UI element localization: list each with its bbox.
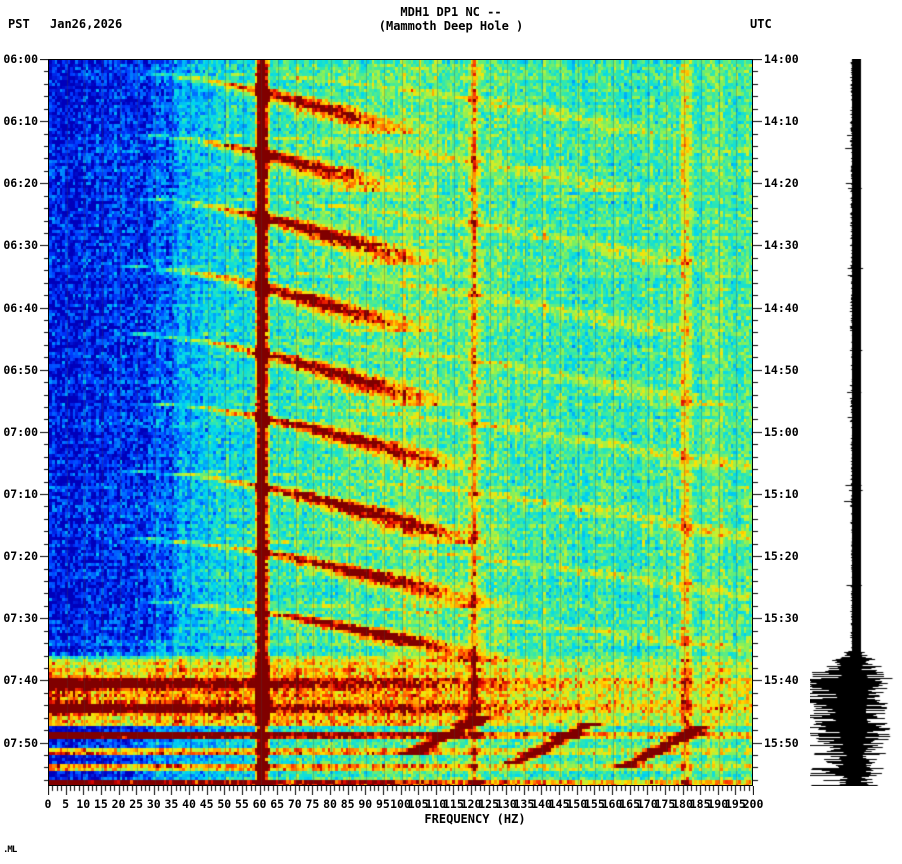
frequency-label: 95 [375,797,390,811]
seismogram-trace [810,59,902,786]
frequency-axis-title: FREQUENCY (HZ) [424,812,526,826]
right-time-label: 15:50 [764,735,799,750]
frequency-label: 75 [305,797,320,811]
frequency-label: 175 [654,797,676,811]
frequency-label: 85 [340,797,355,811]
frequency-label: 35 [164,797,179,811]
frequency-label: 80 [323,797,337,811]
frequency-label: 90 [358,797,373,811]
right-time-label: 15:30 [764,611,799,626]
left-time-label: 06:10 [3,114,38,129]
frequency-label: 45 [199,797,214,811]
frequency-label: 140 [531,797,552,811]
frequency-label: 135 [513,797,535,811]
frequency-label: 190 [707,797,729,811]
frequency-label: 195 [724,797,746,811]
frequency-label: 130 [495,797,517,811]
spectrogram-plot[interactable] [48,59,753,786]
frequency-label: 155 [583,797,605,811]
frequency-label: 105 [407,797,429,811]
right-time-label: 15:20 [764,549,799,564]
right-time-axis-labels: 14:00 14:10 14:20 14:30 14:40 14:50 15:00 15:10… [764,53,844,786]
frequency-label: 15 [93,797,108,811]
left-time-label: 06:00 [3,52,38,66]
frequency-label: 115 [442,797,464,811]
frequency-label: 185 [689,797,711,811]
frequency-label: 60 [252,797,267,811]
frequency-label: 100 [390,797,411,811]
right-time-label: 14:30 [764,238,799,253]
frequency-label: 145 [548,797,570,811]
frequency-label: 120 [460,797,482,811]
right-time-label: 14:10 [764,114,799,129]
left-time-label: 07:10 [3,486,38,501]
right-axis-ticks [753,59,762,786]
page-subtitle: (Mammoth Deep Hole ) [378,19,524,33]
right-time-label: 15:40 [764,673,799,688]
right-time-label: 14:50 [764,362,799,377]
corner-mark: .ML [3,845,17,855]
frequency-label: 70 [287,797,302,811]
left-time-label: 06:50 [3,362,38,377]
frequency-label: 5 [62,797,70,811]
left-time-label: 07:50 [3,735,38,750]
frequency-label: 10 [76,797,91,811]
left-time-label: 07:30 [3,611,38,626]
right-time-label: 14:40 [764,300,799,315]
left-time-label: 06:30 [3,238,38,253]
frequency-axis-ticks [48,786,754,795]
frequency-label: 180 [672,797,693,811]
right-time-label: 15:10 [764,486,799,501]
frequency-label: 0 [44,797,52,811]
frequency-label: 55 [234,797,249,811]
right-time-label: 15:00 [764,424,799,439]
frequency-label: 125 [478,797,500,811]
left-time-label: 07:40 [3,673,38,688]
spectrogram-canvas[interactable] [49,60,752,785]
left-axis-ticks [40,59,49,786]
left-time-label: 07:20 [3,549,38,564]
frequency-label: 25 [129,797,144,811]
frequency-label: 150 [566,797,588,811]
frequency-label: 20 [111,797,126,811]
frequency-label: 200 [742,797,764,811]
frequency-label: 165 [619,797,641,811]
frequency-label: 40 [182,797,196,811]
left-time-axis-labels: 06:00 06:10 06:20 06:30 06:40 06:50 07:00 07:10… [0,53,38,786]
frequency-label: 30 [146,797,161,811]
frequency-label: 170 [636,797,658,811]
right-time-label: 14:20 [764,176,799,191]
left-time-label: 06:40 [3,300,38,315]
seismogram-canvas [810,59,902,786]
frequency-label: 50 [217,797,232,811]
left-time-label: 07:00 [3,424,38,439]
header-date: Jan26,2026 [50,17,123,31]
header-timezone-left: PST [8,17,30,31]
frequency-label: 65 [270,797,285,811]
frequency-label: 110 [425,797,447,811]
frequency-label: 160 [601,797,623,811]
right-time-label: 14:00 [764,52,799,66]
header-timezone-right: UTC [750,17,772,31]
frequency-axis-labels: 0 5 10 15 20 25 30 35 40 45 50 55 60 65 70 75 80 85 90 95 10… [0,797,902,813]
left-time-label: 06:20 [3,176,38,191]
page-title: MDH1 DP1 NC -- [400,5,502,19]
